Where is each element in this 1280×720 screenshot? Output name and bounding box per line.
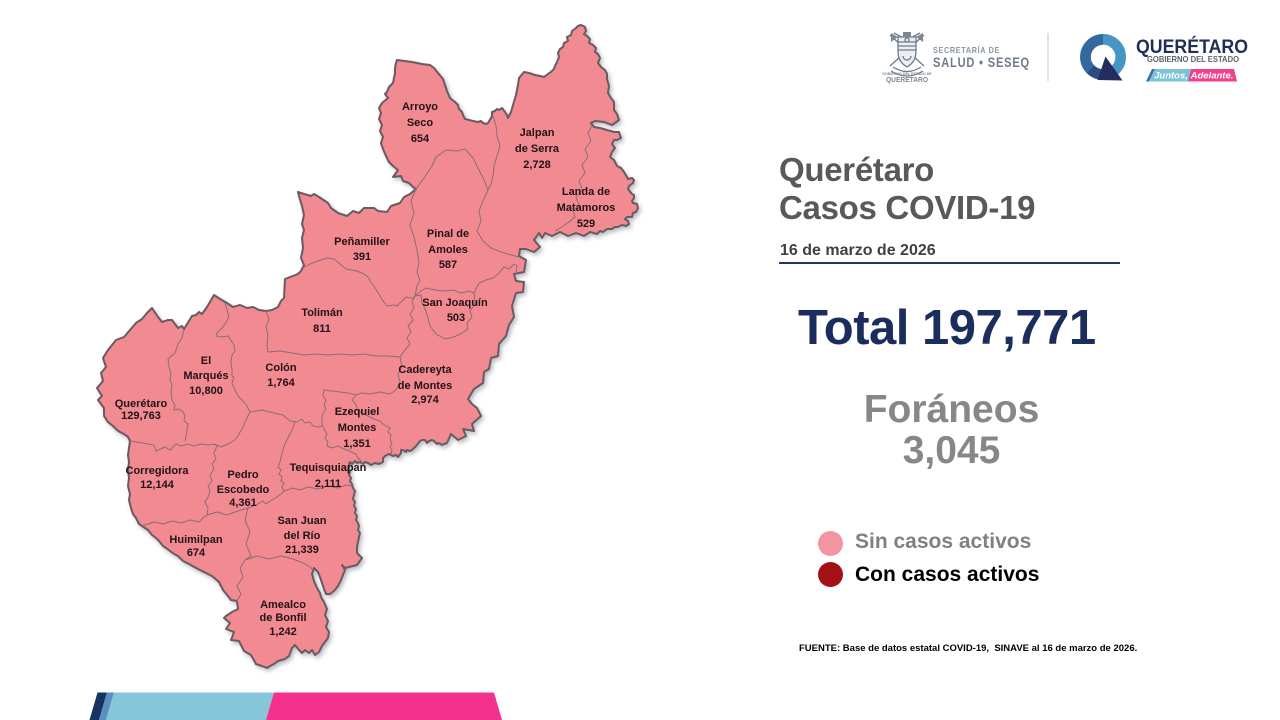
svg-text:San Joaquín: San Joaquín xyxy=(422,297,488,309)
svg-text:Seco: Seco xyxy=(407,117,434,129)
svg-text:Juntos,: Juntos, xyxy=(1154,71,1188,82)
svg-text:Huimilpan: Huimilpan xyxy=(169,534,222,546)
svg-text:Escobedo: Escobedo xyxy=(217,484,270,496)
svg-text:587: 587 xyxy=(439,259,457,271)
svg-text:Marqués: Marqués xyxy=(183,370,228,382)
svg-text:Tequisquiapan: Tequisquiapan xyxy=(290,462,367,474)
svg-text:1,351: 1,351 xyxy=(343,438,371,450)
svg-text:503: 503 xyxy=(447,312,465,324)
svg-text:4,361: 4,361 xyxy=(229,497,257,509)
svg-text:El: El xyxy=(201,355,211,367)
svg-text:674: 674 xyxy=(187,547,206,559)
svg-text:SALUD • SESEQ: SALUD • SESEQ xyxy=(933,55,1030,70)
svg-text:de Montes: de Montes xyxy=(398,380,452,392)
svg-text:Adelante.: Adelante. xyxy=(1190,71,1234,82)
svg-text:San Juan: San Juan xyxy=(278,515,327,527)
svg-text:SECRETARÍA DE: SECRETARÍA DE xyxy=(933,45,1000,55)
svg-text:QUERÉTARO: QUERÉTARO xyxy=(886,75,929,84)
svg-text:Amealco: Amealco xyxy=(260,599,306,611)
svg-text:Pedro: Pedro xyxy=(227,469,258,481)
svg-text:2,728: 2,728 xyxy=(523,159,551,171)
svg-text:Matamoros: Matamoros xyxy=(557,202,616,214)
svg-text:GOBIERNO DEL ESTADO DE: GOBIERNO DEL ESTADO DE xyxy=(882,72,932,76)
svg-text:2,111: 2,111 xyxy=(315,478,341,490)
svg-text:1,242: 1,242 xyxy=(269,626,297,638)
svg-text:654: 654 xyxy=(411,133,430,145)
svg-text:Landa de: Landa de xyxy=(562,186,610,198)
svg-text:10,800: 10,800 xyxy=(189,385,223,397)
svg-text:Jalpan: Jalpan xyxy=(520,127,555,139)
svg-text:GOBIERNO DEL ESTADO: GOBIERNO DEL ESTADO xyxy=(1147,55,1240,64)
svg-text:391: 391 xyxy=(353,251,371,263)
svg-text:Ezequiel: Ezequiel xyxy=(335,406,380,418)
svg-text:Cadereyta: Cadereyta xyxy=(398,364,452,376)
svg-text:2,974: 2,974 xyxy=(411,394,439,406)
svg-text:del Río: del Río xyxy=(284,530,321,542)
svg-text:de Serra: de Serra xyxy=(515,143,560,155)
svg-text:Arroyo: Arroyo xyxy=(402,101,438,113)
svg-text:Corregidora: Corregidora xyxy=(126,465,190,477)
svg-text:811: 811 xyxy=(313,323,331,335)
svg-text:Pinal de: Pinal de xyxy=(427,228,469,240)
svg-text:Tolimán: Tolimán xyxy=(301,307,343,319)
svg-text:529: 529 xyxy=(577,218,595,230)
svg-text:129,763: 129,763 xyxy=(121,410,161,422)
svg-text:Colón: Colón xyxy=(265,362,296,374)
svg-text:12,144: 12,144 xyxy=(140,479,175,491)
svg-text:1,764: 1,764 xyxy=(267,377,295,389)
svg-text:21,339: 21,339 xyxy=(285,544,319,556)
svg-text:Amoles: Amoles xyxy=(428,244,468,256)
svg-text:Peñamiller: Peñamiller xyxy=(334,236,390,248)
svg-text:Montes: Montes xyxy=(338,422,377,434)
svg-text:QUERÉTARO: QUERÉTARO xyxy=(1136,36,1248,58)
svg-text:Querétaro: Querétaro xyxy=(115,398,168,410)
svg-text:de Bonfil: de Bonfil xyxy=(259,612,306,624)
